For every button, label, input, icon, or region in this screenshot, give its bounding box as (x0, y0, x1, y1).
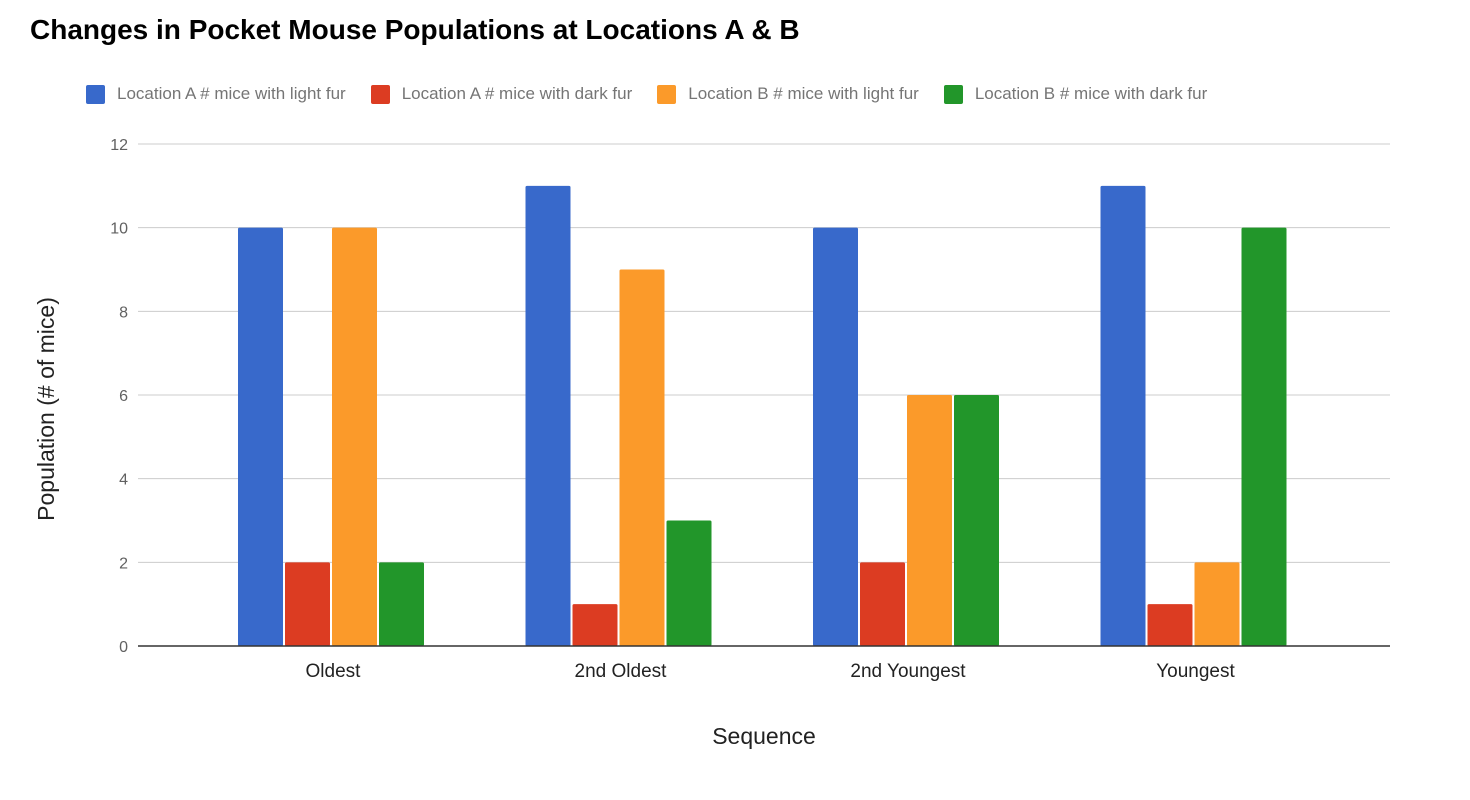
y-tick-label: 8 (119, 304, 128, 321)
y-tick-label: 6 (119, 388, 128, 405)
x-axis-ticks: Oldest 2nd Oldest 2nd Youngest Youngest (306, 661, 1236, 682)
legend-label: Location B # mice with dark fur (974, 84, 1208, 103)
legend-label: Location A # mice with light fur (117, 84, 346, 103)
legend-item: Location A # mice with light fur (86, 84, 346, 104)
chart-title: Changes in Pocket Mouse Populations at L… (30, 14, 800, 45)
bar (954, 395, 999, 646)
legend-label: Location A # mice with dark fur (401, 84, 633, 103)
legend-item: Location A # mice with dark fur (370, 84, 633, 104)
legend-swatch (657, 84, 677, 104)
bar (572, 604, 618, 646)
bar (238, 227, 283, 646)
bar (666, 520, 712, 646)
bar (1147, 604, 1193, 646)
y-axis-ticks: 0 2 4 6 8 10 12 (110, 137, 128, 656)
legend-swatch (943, 84, 963, 104)
x-tick-label: Oldest (306, 661, 362, 682)
legend-swatch (86, 84, 105, 104)
bar (1241, 227, 1287, 646)
legend-item: Location B # mice with dark fur (943, 84, 1208, 104)
bar (1194, 562, 1240, 646)
legend-label: Location B # mice with light fur (688, 84, 919, 103)
bar (332, 227, 377, 646)
bar (619, 269, 665, 646)
bar (907, 395, 952, 646)
bar (379, 562, 424, 646)
bar (525, 185, 571, 647)
gridlines (138, 143, 1390, 563)
legend: Location A # mice with light fur Location… (86, 82, 1232, 106)
x-tick-label: 2nd Youngest (850, 661, 966, 682)
x-tick-label: Youngest (1156, 661, 1235, 682)
bar (285, 562, 330, 646)
bars (238, 185, 1287, 647)
y-tick-label: 4 (119, 472, 128, 489)
bar (860, 562, 905, 646)
x-tick-label: 2nd Oldest (575, 661, 668, 682)
x-axis-title: Sequence (712, 723, 816, 749)
bar (1100, 185, 1146, 647)
y-tick-label: 0 (119, 639, 128, 656)
legend-item: Location B # mice with light fur (657, 84, 919, 104)
y-tick-label: 12 (110, 137, 128, 154)
y-tick-label: 10 (110, 221, 128, 238)
y-tick-label: 2 (119, 555, 128, 572)
bar (813, 227, 858, 646)
legend-swatch (370, 84, 390, 104)
y-axis-title: Population (# of mice) (33, 297, 59, 521)
